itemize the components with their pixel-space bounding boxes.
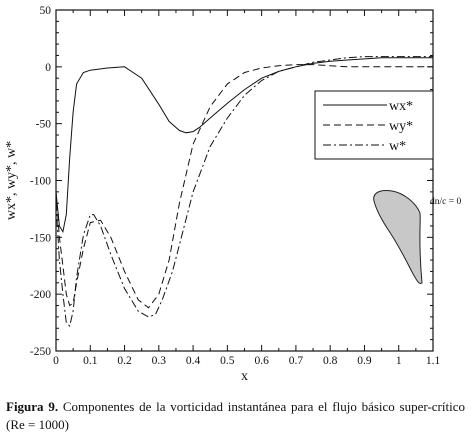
legend-label-0: wx*: [389, 99, 413, 114]
y-axis-label: wx*, wy*, w*: [4, 141, 19, 220]
x-tick-label: 0.3: [152, 355, 167, 367]
series-line-1: [55, 64, 433, 309]
y-tick-label: -200: [30, 289, 51, 301]
caption-label: Figura 9.: [6, 399, 59, 414]
caption-text: Componentes de la vorticidad instantánea…: [6, 399, 465, 432]
y-tick-label: 50: [40, 5, 52, 17]
figure-caption: Figura 9. Componentes de la vorticidad i…: [6, 398, 465, 434]
x-tick-label: 0.9: [357, 355, 372, 367]
annotation-label: dn/c = 0: [430, 197, 461, 207]
x-tick-label: 0.6: [254, 355, 269, 367]
y-tick-label: -250: [30, 346, 51, 358]
airfoil-shape: [373, 190, 423, 284]
x-tick-label: 1: [396, 355, 402, 367]
x-tick-label: 0.7: [289, 355, 304, 367]
chart: 0 0.1 0.2 0.3 0.4 0.5 0.6 0.7 0.8 0.9 1 1.1 -250 -200…: [4, 5, 461, 384]
series-lines: [55, 56, 433, 327]
y-tick-label: -50: [36, 119, 52, 131]
y-tick-label: 0: [45, 62, 51, 74]
x-tick-label: 0.1: [83, 355, 98, 367]
y-tick-label: -100: [30, 176, 51, 188]
legend-label-2: w*: [389, 139, 406, 154]
x-tick-label: 0.4: [186, 355, 201, 367]
x-tick-label: 1.1: [426, 355, 441, 367]
x-axis-label: x: [241, 369, 248, 384]
x-tick-label: 0.5: [220, 355, 235, 367]
y-tick-label: -150: [30, 232, 51, 244]
legend-label-1: wy*: [389, 119, 413, 134]
series-line-0: [55, 57, 433, 234]
x-tick-label: 0.8: [323, 355, 338, 367]
airfoil-inset: dn/c = 0: [373, 190, 461, 284]
series-line-2: [55, 56, 433, 327]
x-tick-label: 0.2: [117, 355, 132, 367]
x-tick-label: 0: [53, 355, 59, 367]
legend: wx* wy* w*: [314, 90, 434, 160]
plot-frame: [55, 9, 434, 352]
